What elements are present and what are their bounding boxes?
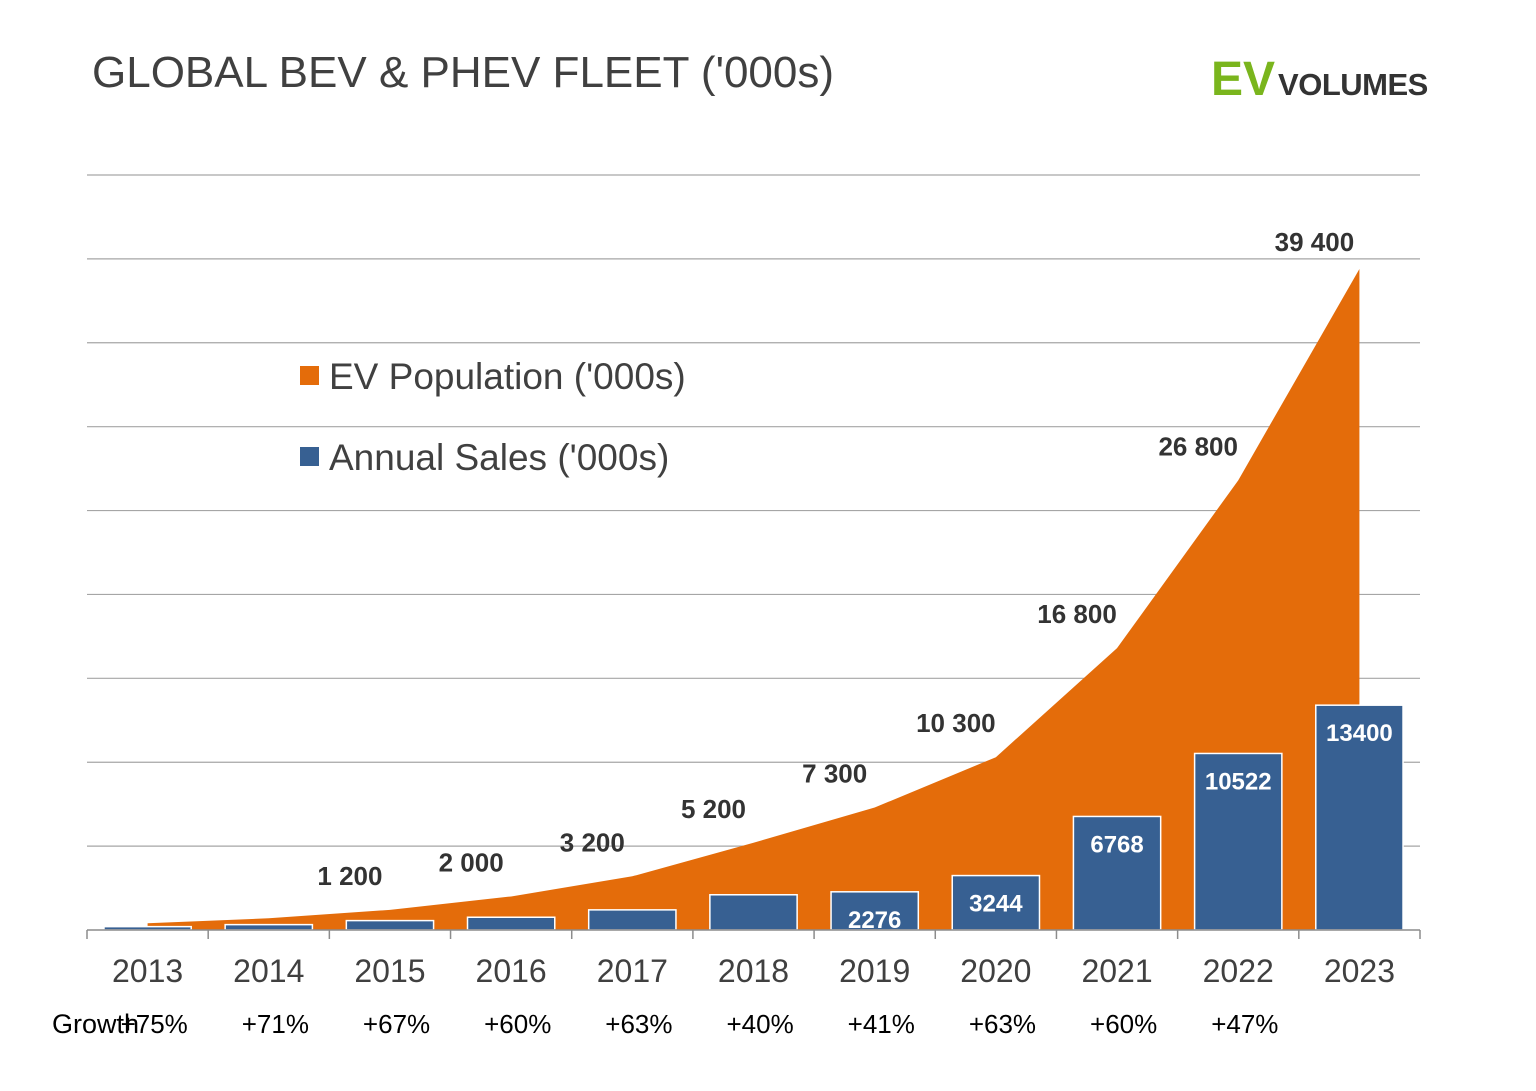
ev-volumes-logo: EVVOLUMES — [1211, 52, 1428, 107]
x-tick-label-2015: 2015 — [354, 953, 425, 989]
legend-swatch-orange — [300, 366, 319, 385]
annual-sales-label-2023: 13400 — [1326, 720, 1393, 747]
annual-sales-label-2021: 6768 — [1090, 831, 1143, 858]
logo-volumes-text: VOLUMES — [1278, 67, 1428, 102]
x-tick-label-2020: 2020 — [960, 953, 1031, 989]
ev-population-label-2019: 7 300 — [802, 759, 867, 789]
ev-population-area — [147, 268, 1360, 930]
growth-value-2023: +47% — [1211, 1009, 1278, 1039]
x-tick-label-2014: 2014 — [233, 953, 304, 989]
x-tick-label-2022: 2022 — [1203, 953, 1274, 989]
annual-sales-label-2022: 10522 — [1205, 768, 1272, 795]
annual-sales-bar-2015 — [345, 919, 435, 931]
growth-value-2020: +41% — [848, 1009, 915, 1039]
x-tick-label-2023: 2023 — [1324, 953, 1395, 989]
growth-value-2016: +67% — [363, 1009, 430, 1039]
ev-population-label-2022: 26 800 — [1158, 431, 1238, 461]
annual-sales-bar-2022 — [1193, 752, 1283, 931]
annual-sales-bar-2023 — [1315, 704, 1404, 931]
ev-population-label-2023: 39 400 — [1275, 227, 1355, 257]
legend-label-annual-sales: Annual Sales ('000s) — [329, 437, 670, 478]
growth-value-2019: +40% — [726, 1009, 793, 1039]
legend-item-annual-sales: Annual Sales ('000s) — [300, 437, 669, 479]
x-tick-label-2017: 2017 — [597, 953, 668, 989]
ev-population-label-2017: 3 200 — [560, 827, 625, 857]
annual-sales-bar-2014 — [224, 923, 314, 931]
growth-row-label: Growth — [52, 1009, 140, 1039]
growth-value-2018: +63% — [605, 1009, 672, 1039]
annual-sales-bar-2017 — [587, 909, 677, 931]
ev-population-label-2020: 10 300 — [916, 708, 996, 738]
legend-label-ev-population: EV Population ('000s) — [329, 356, 686, 397]
ev-population-label-2016: 2 000 — [439, 847, 504, 877]
growth-value-2015: +71% — [242, 1009, 309, 1039]
annual-sales-label-2020: 3244 — [969, 891, 1023, 918]
annual-sales-bar-2020 — [951, 874, 1041, 931]
legend-item-ev-population: EV Population ('000s) — [300, 356, 686, 398]
x-tick-label-2013: 2013 — [112, 953, 183, 989]
ev-population-label-2021: 16 800 — [1037, 599, 1117, 629]
growth-value-2017: +60% — [484, 1009, 551, 1039]
ev-population-label-2015: 1 200 — [317, 861, 382, 891]
annual-sales-bar-2016 — [466, 916, 556, 931]
annual-sales-bar-2021 — [1072, 815, 1162, 931]
x-tick-label-2016: 2016 — [476, 953, 547, 989]
growth-value-2014: +75% — [121, 1009, 188, 1039]
growth-value-2022: +60% — [1090, 1009, 1157, 1039]
chart-title: GLOBAL BEV & PHEV FLEET ('000s) — [92, 48, 835, 97]
ev-population-label-2018: 5 200 — [681, 794, 746, 824]
logo-ev-text: EV — [1211, 53, 1276, 106]
growth-value-2021: +63% — [969, 1009, 1036, 1039]
x-tick-label-2021: 2021 — [1081, 953, 1152, 989]
x-tick-label-2018: 2018 — [718, 953, 789, 989]
legend-swatch-blue — [300, 447, 319, 466]
annual-sales-bar-2018 — [709, 894, 798, 931]
annual-sales-label-2019: 2276 — [848, 907, 901, 934]
x-tick-label-2019: 2019 — [839, 953, 910, 989]
annual-sales-bar-2019 — [830, 891, 920, 931]
